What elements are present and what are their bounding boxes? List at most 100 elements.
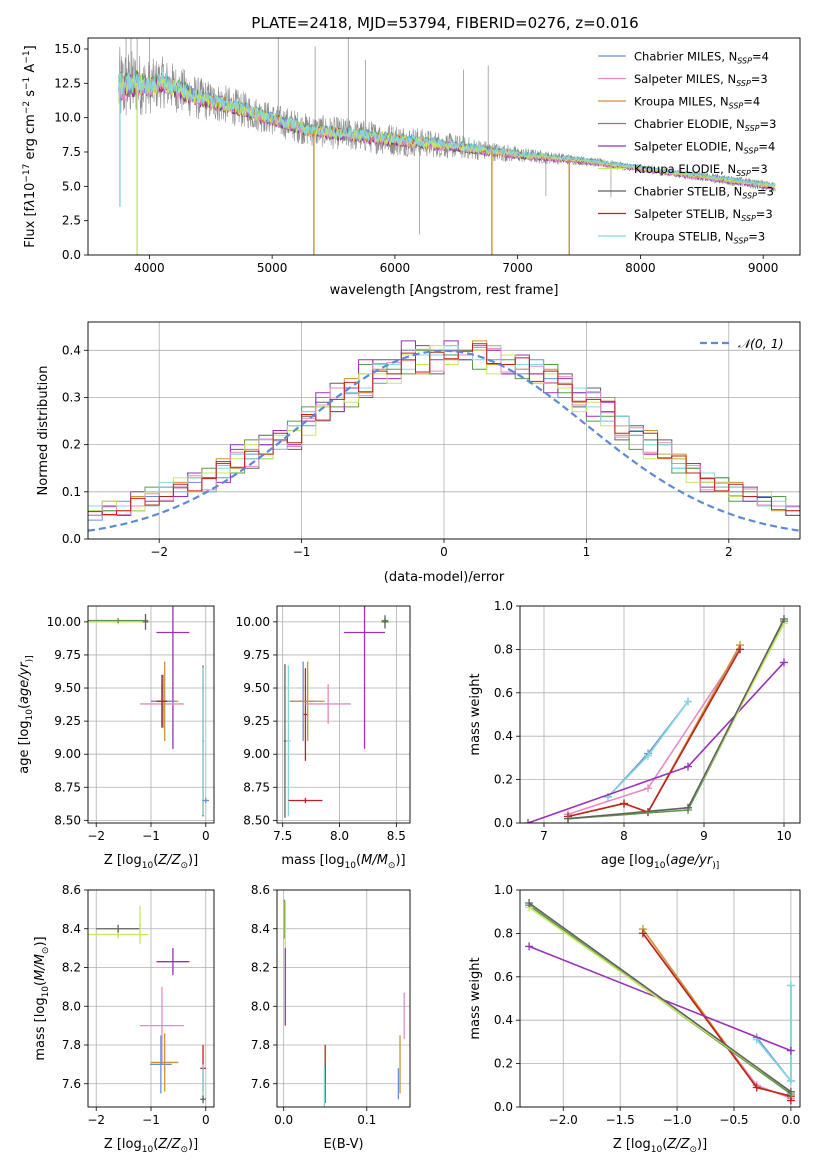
plot-area	[283, 899, 405, 1107]
y-tick-label: 0.2	[494, 773, 513, 787]
x-tick-label: 4000	[134, 261, 165, 275]
x-tick-label: −1	[142, 829, 160, 843]
y-tick-label: 0.4	[494, 1013, 513, 1027]
y-axis-label-group: Flux [fλ10−17 erg cm−2 s−1 A−1]	[22, 45, 38, 247]
legend-label: Salpeter STELIB, NSSP=3	[634, 207, 773, 223]
panel-spectrum: 4000 5000 6000 7000 8000 9000 0.0 2.5 5.0 7.5 10.0…	[22, 37, 801, 298]
y-tick-label: 10.0	[54, 111, 81, 125]
mass-weight-marker	[644, 751, 652, 760]
y-tick-label: 0.3	[62, 390, 81, 404]
legend-label: Salpeter MILES, NSSP=3	[634, 72, 768, 88]
x-tick-label: −2.0	[549, 1113, 578, 1127]
y-tick-label: 5.0	[62, 179, 81, 193]
y-tick-label: 8.4	[251, 922, 270, 936]
plot-area	[283, 606, 390, 818]
mass-weight-line	[567, 620, 785, 820]
x-tick-label: −2	[150, 545, 168, 559]
mass-weight-line	[567, 649, 741, 818]
x-tick-label: 8000	[625, 261, 656, 275]
y-tick-label: 8.4	[62, 922, 81, 936]
y-tick-label: 9.75	[243, 648, 270, 662]
legend-label: Salpeter ELODIE, NSSP=4	[634, 140, 775, 156]
y-tick-label: 0.0	[62, 248, 81, 262]
x-tick-label: 0.0	[274, 1113, 293, 1127]
x-axis-label: Z [log10(Z/Z⊙)]	[104, 853, 198, 871]
y-tick-label: 8.0	[62, 999, 81, 1013]
x-axis-label: Z [log10(Z/Z⊙)]	[613, 1137, 707, 1155]
y-tick-label: 1.0	[494, 883, 513, 897]
panel-age-vs-mass: 7.5 8.0 8.5 8.50 8.75 9.00 9.25 9.50 9.75 10.00 ma…	[236, 605, 411, 871]
mass-weight-marker	[684, 762, 692, 771]
x-tick-label: 1	[583, 545, 591, 559]
y-tick-label: 9.00	[54, 747, 81, 761]
mass-weight-marker	[736, 645, 744, 654]
y-tick-label: 7.8	[62, 1038, 81, 1052]
axes-frame	[276, 605, 411, 824]
y-tick-label: 9.75	[54, 648, 81, 662]
panel-mass-weight-vs-Z: −2.0 −1.5 −1.0 −0.5 0.0 0.0 0.2 0.4 0.6 0.8 1.0 Z […	[468, 883, 801, 1155]
legend-label: Chabrier STELIB, NSSP=3	[634, 185, 774, 201]
axes-frame	[87, 605, 215, 824]
y-tick-label: 0.4	[62, 343, 81, 357]
y-tick-label: 9.25	[54, 714, 81, 728]
panel-mass-vs-Z: −2 −1 0 7.6 7.8 8.0 8.2 8.4 8.6 Z [log10(Z/Z⊙)] ma…	[33, 883, 215, 1155]
y-tick-label: 10.00	[236, 615, 270, 629]
y-tick-label: 0.2	[62, 438, 81, 452]
mass-weight-marker	[786, 1087, 795, 1096]
y-tick-label: 8.50	[243, 813, 270, 827]
mass-weight-line	[567, 648, 741, 816]
y-axis-label-group: age [log10(age/yr)]	[17, 655, 35, 773]
residual-histogram	[88, 345, 800, 516]
y-tick-label: 9.25	[243, 714, 270, 728]
mass-weight-line	[528, 945, 792, 1052]
mass-weight-marker	[752, 1083, 761, 1092]
x-tick-label: 8.5	[387, 829, 406, 843]
mass-weight-line	[756, 985, 792, 1084]
x-tick-label: 9	[700, 829, 708, 843]
axes-frame	[87, 321, 801, 540]
x-tick-label: 7	[540, 829, 548, 843]
y-tick-label: 0.4	[494, 729, 513, 743]
x-tick-label: 9000	[748, 261, 779, 275]
axes-frame	[87, 37, 801, 256]
mass-weight-marker	[525, 942, 534, 951]
mass-weight-line	[642, 932, 792, 1100]
y-tick-label: 0.8	[494, 926, 513, 940]
y-tick-label: 15.0	[54, 42, 81, 56]
y-axis-label: Normed distribution	[36, 366, 51, 496]
mass-weight-marker	[525, 899, 534, 908]
axes-frame	[519, 605, 801, 824]
mass-weight-line	[607, 701, 689, 798]
mass-weight-marker	[780, 658, 788, 667]
y-axis-label: mass weight	[468, 957, 483, 1039]
y-tick-label: 2.5	[62, 214, 81, 228]
figure-title: PLATE=2418, MJD=53794, FIBERID=0276, z=0…	[251, 14, 638, 32]
model-spectrum	[118, 70, 776, 187]
x-tick-label: 2	[725, 545, 733, 559]
axes-frame	[276, 889, 411, 1108]
mass-weight-marker	[620, 799, 628, 808]
axes-frame	[519, 889, 801, 1108]
y-axis-label: Flux [fλ10−17 erg cm−2 s−1 A−1]	[22, 45, 38, 247]
plot-area	[525, 899, 795, 1105]
x-tick-label: 8.0	[330, 829, 349, 843]
legend: Chabrier MILES, NSSP=4 Salpeter MILES, NS…	[598, 50, 776, 246]
mass-weight-marker	[786, 1046, 795, 1055]
x-tick-label: 0	[202, 1113, 210, 1127]
y-tick-label: 0.2	[494, 1057, 513, 1071]
y-tick-label: 9.50	[243, 681, 270, 695]
mass-weight-marker	[638, 929, 647, 938]
y-tick-label: 8.2	[251, 961, 270, 975]
y-tick-label: 0.1	[62, 485, 81, 499]
x-tick-label: −1	[142, 1113, 160, 1127]
plot-area	[118, 38, 776, 255]
y-tick-label: 0.0	[494, 1100, 513, 1114]
y-tick-label: 0.0	[62, 532, 81, 546]
legend-label: Chabrier ELODIE, NSSP=3	[634, 117, 776, 133]
y-tick-label: 9.50	[54, 681, 81, 695]
y-tick-label: 8.0	[251, 999, 270, 1013]
x-tick-label: 6000	[380, 261, 411, 275]
mass-weight-marker	[684, 697, 692, 706]
mass-weight-marker	[786, 981, 795, 990]
